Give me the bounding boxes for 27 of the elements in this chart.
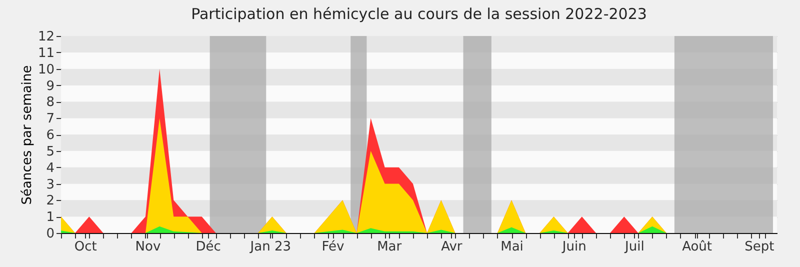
y-tick-label: 2	[46, 194, 54, 209]
y-tick-label: 1	[46, 210, 54, 226]
y-tick-label: 10	[38, 62, 54, 78]
x-tick-label: Avr	[441, 240, 463, 254]
y-tick-label: 12	[38, 30, 54, 44]
x-tick-label: Juin	[561, 240, 586, 254]
y-tick-label: 0	[46, 226, 54, 242]
y-tick-label: 6	[46, 128, 54, 143]
y-axis-title: Séances par semaine	[20, 65, 35, 205]
x-tick-label: Mai	[500, 240, 524, 254]
x-tick-label: Août	[682, 240, 712, 254]
x-tick-label: Juil	[624, 240, 644, 254]
chart-title: Participation en hémicycle au cours de la session 2022-2023	[191, 5, 647, 23]
x-tick-label: Mar	[377, 240, 402, 254]
y-tick-label: 8	[46, 95, 54, 110]
y-tick-label: 4	[46, 160, 54, 176]
y-tick-label: 3	[46, 177, 54, 192]
x-tick-label: Fév	[322, 240, 345, 254]
x-tick-label: Déc	[196, 240, 221, 254]
y-tick-label: 5	[46, 144, 54, 160]
y-tick-label: 11	[38, 46, 54, 61]
x-tick-label: Jan 23	[249, 240, 292, 254]
x-tick-label: Sept	[744, 240, 774, 254]
x-tick-label: Oct	[74, 240, 97, 254]
y-tick-label: 7	[46, 112, 54, 127]
y-tick-label: 9	[46, 78, 54, 94]
x-tick-label: Nov	[135, 240, 161, 254]
